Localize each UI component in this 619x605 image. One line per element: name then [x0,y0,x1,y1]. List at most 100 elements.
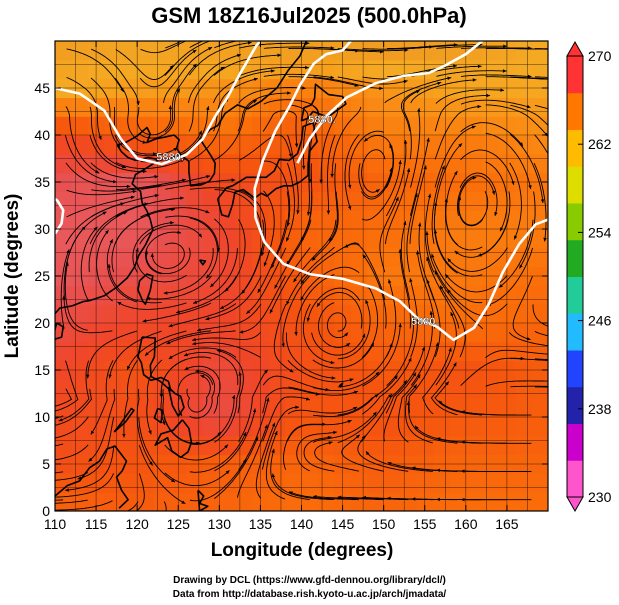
streamline [165,106,209,162]
field-cell [416,398,434,418]
streamline [163,46,213,103]
streamline-arrow [500,88,504,92]
streamline-arrow [208,47,213,51]
streamline-arrow [289,368,294,373]
streamline-arrow [406,401,411,405]
field-cell [449,116,467,136]
streamline-arrow [159,393,163,398]
streamline-arrow [178,412,182,416]
streamline [55,500,113,511]
field-cell [55,41,73,61]
streamline [534,48,548,50]
streamline [262,387,320,414]
streamline-arrow [177,230,181,234]
streamline [384,77,452,104]
streamline [55,415,64,420]
streamline-arrow [411,466,416,470]
streamline [435,311,457,386]
streamline-arrow [425,231,429,235]
y-tick-label: 35 [34,174,50,190]
streamline [361,284,379,358]
streamline [430,362,458,416]
streamline [411,44,483,49]
y-tick-label: 20 [34,315,50,331]
streamline [65,106,100,174]
streamline-arrow [491,190,496,195]
field-cell [268,454,286,474]
field-cell [432,116,450,136]
streamline [534,104,548,110]
streamline-arrow [163,291,168,295]
streamline [337,299,371,360]
field-cell [432,454,450,474]
streamline-arrow [105,230,109,234]
streamline-arrow [271,448,275,453]
contour-line [296,41,484,164]
field-cell [531,454,548,474]
field-cell [515,116,533,136]
streamline-arrow [416,250,420,255]
colorbar-segment [567,56,583,94]
streamline [183,351,239,385]
streamline [189,458,247,502]
streamline-arrow [438,400,443,405]
streamline [168,303,237,327]
y-tick-label: 45 [34,80,50,96]
streamline [257,219,287,294]
streamline [175,275,237,314]
streamline [114,134,178,157]
field-cell [104,229,122,249]
field-cell [104,492,122,511]
streamline-arrow [192,63,197,68]
field-cell [71,97,89,117]
streamline [435,89,505,104]
streamline-arrow [316,302,321,307]
field-cell [71,435,89,456]
streamline [303,436,335,472]
streamline [189,370,216,419]
streamline-arrow [347,420,352,424]
field-cell [416,492,434,511]
streamline [164,41,211,76]
streamline-arrow [193,300,198,304]
streamline-arrow [126,184,131,189]
streamline [238,66,309,77]
field-cell [87,304,105,324]
streamline-arrow [200,374,205,379]
coastline [198,259,207,266]
streamline-arrow [271,473,276,478]
field-cell [350,285,368,305]
field-cell [55,341,73,362]
field-cell [219,454,237,474]
streamline [189,394,236,445]
streamline [534,358,548,361]
streamline-arrow [527,74,532,79]
streamline-arrow [210,283,214,287]
streamline [361,357,412,415]
field-cell [186,323,204,343]
field-cell [104,360,122,380]
streamline [145,231,182,275]
streamline-arrow [426,137,430,142]
streamline-arrow [349,378,354,382]
field-cell [87,379,105,399]
field-cell [55,97,73,117]
field-cell [153,285,171,305]
field-cell [301,323,319,343]
streamline-arrow [281,343,285,348]
streamline [55,416,89,439]
streamline [65,162,131,188]
field-cell [87,172,105,192]
streamline [238,397,270,471]
streamline [165,179,236,190]
streamline-arrow [247,41,252,45]
streamline [139,49,197,88]
streamline-arrow [142,169,147,174]
streamline [357,435,409,472]
streamline-arrow [598,128,602,131]
x-tick-label: 140 [290,516,314,532]
streamline-arrow [274,431,278,436]
streamline-arrow [224,444,228,449]
x-tick-label: 165 [495,516,519,532]
streamline-arrow [551,353,555,357]
